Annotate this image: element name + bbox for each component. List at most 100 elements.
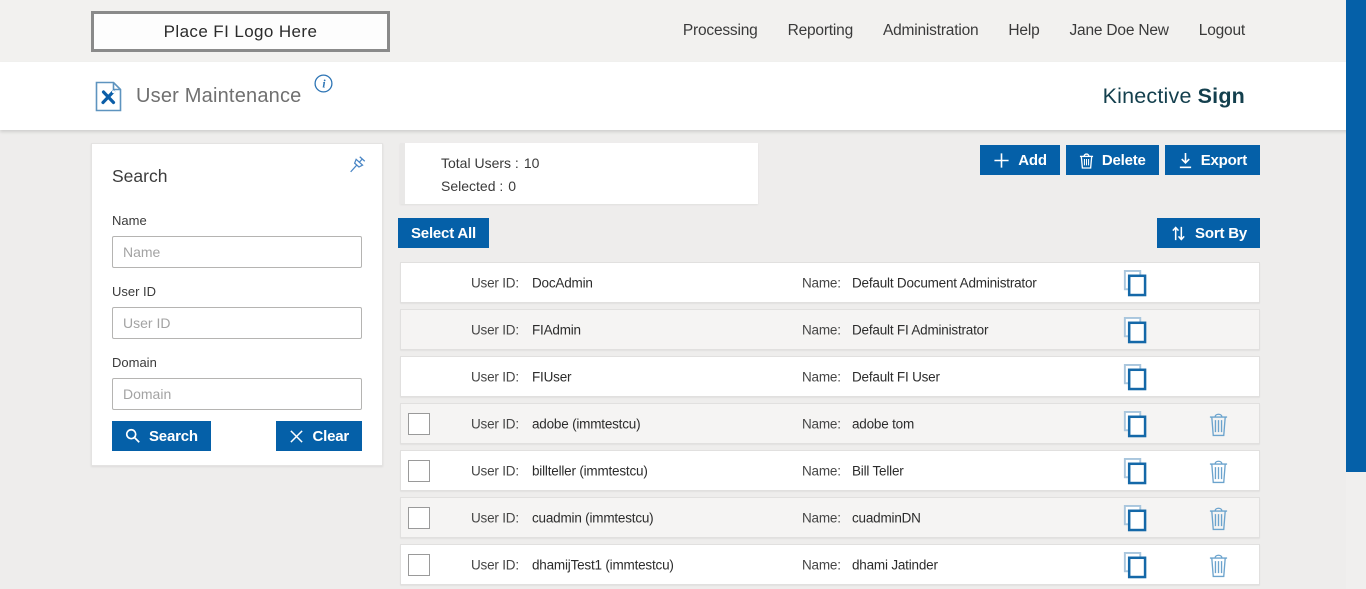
sort-arrows-icon [1170, 225, 1187, 242]
domain-field-label: Domain [112, 355, 157, 370]
selected-line: Selected : 0 [441, 175, 758, 198]
sort-by-button[interactable]: Sort By [1157, 218, 1260, 248]
user-row: User ID: cuadmin (immtestcu) Name: cuadm… [400, 497, 1260, 538]
user-row: User ID: FIAdmin Name: Default FI Admini… [400, 309, 1260, 350]
user-id-label: User ID: [471, 416, 519, 431]
plus-icon [993, 152, 1010, 169]
nav-item[interactable]: Reporting [787, 22, 854, 39]
select-all-label: Select All [411, 224, 476, 242]
user-row: User ID: DocAdmin Name: Default Document… [400, 262, 1260, 303]
delete-user-icon[interactable] [1208, 458, 1229, 484]
add-button-label: Add [1018, 151, 1047, 169]
search-panel-title: Search [112, 166, 168, 186]
nav-item[interactable]: Processing [682, 22, 758, 39]
search-button[interactable]: Search [112, 421, 211, 451]
name-label: Name: [802, 510, 841, 525]
user-id-label: User ID: [471, 322, 519, 337]
selected-value: 0 [508, 178, 517, 194]
row-checkbox[interactable] [408, 412, 430, 435]
user-row: User ID: adobe (immtestcu) Name: adobe t… [400, 403, 1260, 444]
name-label: Name: [802, 463, 841, 478]
clear-button-label: Clear [312, 427, 349, 445]
user-id-value: adobe (immtestcu) [532, 416, 641, 431]
name-field-label: Name [112, 213, 147, 228]
name-value: adobe tom [852, 416, 914, 431]
row-checkbox[interactable] [408, 459, 430, 482]
delete-user-icon[interactable] [1208, 552, 1229, 578]
user-id-label: User ID: [471, 275, 519, 290]
user-id-label: User ID: [471, 557, 519, 572]
copy-user-icon[interactable] [1121, 316, 1147, 344]
copy-user-icon[interactable] [1121, 504, 1147, 532]
clear-x-icon [289, 429, 304, 444]
clear-button[interactable]: Clear [276, 421, 362, 451]
user-id-value: cuadmin (immtestcu) [532, 510, 654, 525]
name-label: Name: [802, 322, 841, 337]
brand-name: Kinective [1102, 83, 1192, 108]
add-button[interactable]: Add [980, 145, 1060, 175]
userid-field-label: User ID [112, 284, 157, 299]
name-label: Name: [802, 416, 841, 431]
delete-user-icon[interactable] [1208, 411, 1229, 437]
fi-logo-placeholder: Place FI Logo Here [91, 11, 390, 52]
total-users-line: Total Users : 10 [441, 152, 758, 175]
user-id-label: User ID: [471, 369, 519, 384]
delete-button-label: Delete [1101, 151, 1146, 169]
copy-user-icon[interactable] [1121, 410, 1147, 438]
top-bar: Place FI Logo Here Processing Reporting … [0, 0, 1366, 62]
row-checkbox[interactable] [408, 506, 430, 529]
name-field-group: Name [112, 213, 362, 268]
svg-text:i: i [322, 79, 326, 91]
name-input[interactable] [112, 236, 362, 268]
delete-button[interactable]: Delete [1065, 145, 1159, 175]
nav-item[interactable]: Administration [883, 22, 979, 39]
scrollbar-thumb[interactable] [1346, 0, 1366, 472]
total-users-value: 10 [523, 155, 540, 171]
action-buttons: Add Delete Export [980, 145, 1260, 175]
copy-user-icon[interactable] [1121, 457, 1147, 485]
user-id-value: FIUser [532, 369, 572, 384]
userid-input[interactable] [112, 307, 362, 339]
page-title: User Maintenance [136, 84, 302, 107]
user-id-label: User ID: [471, 510, 519, 525]
export-button-label: Export [1200, 151, 1248, 169]
nav-item[interactable]: Logout [1198, 22, 1245, 39]
summary-card: Total Users : 10 Selected : 0 [400, 143, 758, 204]
user-id-value: DocAdmin [532, 275, 593, 290]
page-title-group: User Maintenance i [95, 62, 333, 130]
row-checkbox[interactable] [408, 553, 430, 576]
trash-icon [1079, 152, 1094, 169]
user-id-value: FIAdmin [532, 322, 581, 337]
main-nav: Processing Reporting Administration Help… [683, 0, 1245, 62]
search-panel-buttons: Search Clear [112, 421, 362, 451]
domain-input[interactable] [112, 378, 362, 410]
scrollbar-track[interactable] [1346, 0, 1366, 589]
delete-user-icon[interactable] [1208, 505, 1229, 531]
selected-label: Selected : [441, 178, 504, 194]
brand-product: Sign [1197, 83, 1245, 108]
copy-user-icon[interactable] [1121, 269, 1147, 297]
pushpin-icon[interactable] [343, 154, 368, 184]
search-button-label: Search [149, 427, 198, 445]
user-id-value: dhamijTest1 (immtestcu) [532, 557, 674, 572]
brand-logo: Kinective Sign [1103, 62, 1245, 130]
user-id-label: User ID: [471, 463, 519, 478]
userid-field-group: User ID [112, 284, 362, 339]
document-tools-icon [95, 81, 122, 112]
user-list: User ID: DocAdmin Name: Default Document… [400, 262, 1260, 585]
name-label: Name: [802, 275, 841, 290]
search-icon [125, 428, 141, 444]
name-value: Default FI Administrator [852, 322, 989, 337]
export-button[interactable]: Export [1164, 145, 1260, 175]
domain-field-group: Domain [112, 355, 362, 410]
copy-user-icon[interactable] [1121, 363, 1147, 391]
nav-item[interactable]: Jane Doe New [1069, 22, 1169, 39]
info-icon[interactable]: i [313, 74, 333, 98]
select-all-button[interactable]: Select All [398, 218, 489, 248]
nav-item[interactable]: Help [1008, 22, 1040, 39]
name-value: dhami Jatinder [852, 557, 938, 572]
name-value: Bill Teller [852, 463, 904, 478]
search-panel: Search Name User ID Domain Search [91, 143, 383, 466]
sort-by-label: Sort By [1195, 224, 1247, 242]
copy-user-icon[interactable] [1121, 551, 1147, 579]
